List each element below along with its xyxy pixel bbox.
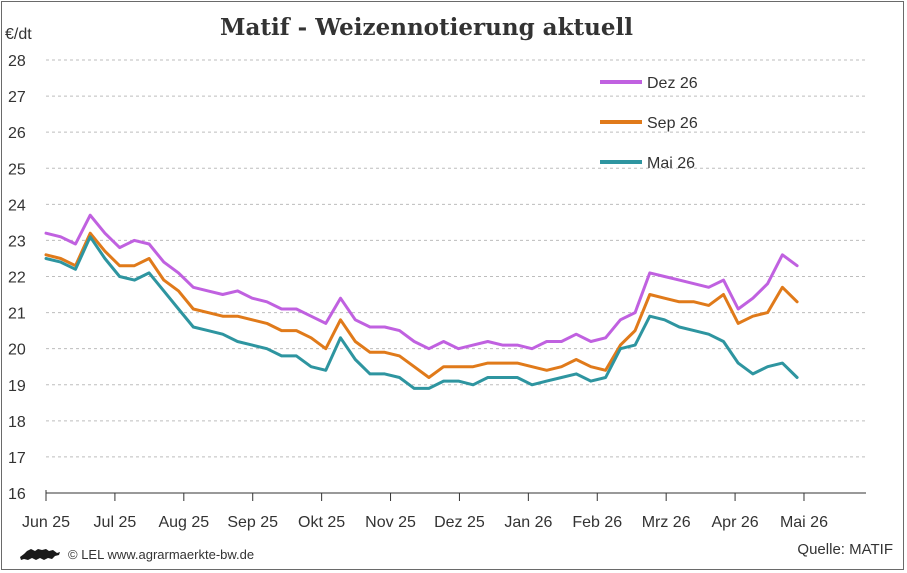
legend: Dez 26 Sep 26 Mai 26: [600, 75, 698, 172]
x-tick-label: Apr 26: [712, 514, 759, 531]
x-tick-label: Mrz 26: [642, 514, 691, 531]
chart-title: Matif - Weizennotierung aktuell: [220, 14, 633, 41]
y-tick-label: 20: [8, 342, 26, 359]
x-tick-label: Dez 25: [434, 514, 485, 531]
legend-label: Sep 26: [647, 115, 698, 132]
source-text: Quelle: MATIF: [797, 541, 893, 558]
y-tick-label: 23: [8, 233, 26, 250]
y-axis-unit: €/dt: [5, 26, 32, 43]
y-tick-label: 19: [8, 378, 26, 395]
series-lines: [44, 213, 799, 390]
series-line-dez-26: [44, 213, 799, 351]
y-tick-label: 28: [8, 53, 26, 70]
x-tick-label: Okt 25: [298, 514, 345, 531]
legend-label: Dez 26: [647, 75, 698, 92]
series-line-mai-26: [44, 235, 799, 390]
y-tick-label: 26: [8, 125, 26, 142]
x-axis: Jun 25 Jul 25 Aug 25 Sep 25 Okt 25 Nov 25 Dez …: [22, 490, 866, 531]
x-tick-label: Feb 26: [572, 514, 622, 531]
x-tick-label: Nov 25: [365, 514, 416, 531]
x-tick-label: Mai 26: [780, 514, 828, 531]
y-tick-label: 25: [8, 161, 26, 178]
x-tick-label: Jun 25: [22, 514, 70, 531]
series-line-sep-26: [44, 231, 799, 379]
legend-label: Mai 26: [647, 155, 695, 172]
x-tick-label: Jan 26: [504, 514, 552, 531]
y-tick-labels: 16 17 18 19 20 21 22 23 24 25 26 27 28: [8, 53, 26, 503]
y-tick-label: 27: [8, 89, 26, 106]
lion-logo-icon: [20, 549, 60, 560]
y-tick-label: 21: [8, 306, 26, 323]
y-tick-label: 18: [8, 414, 26, 431]
x-tick-label: Jul 25: [94, 514, 137, 531]
y-tick-label: 22: [8, 270, 26, 287]
credit-text: © LEL www.agrarmaerkte-bw.de: [68, 546, 255, 562]
y-tick-label: 17: [8, 450, 26, 467]
grid-lines: [46, 59, 866, 458]
y-tick-label: 24: [8, 197, 26, 214]
x-tick-label: Sep 25: [227, 514, 278, 531]
footer-credit: © LEL www.agrarmaerkte-bw.de: [18, 545, 254, 563]
x-tick-label: Aug 25: [158, 514, 209, 531]
y-tick-label: 16: [8, 486, 26, 503]
